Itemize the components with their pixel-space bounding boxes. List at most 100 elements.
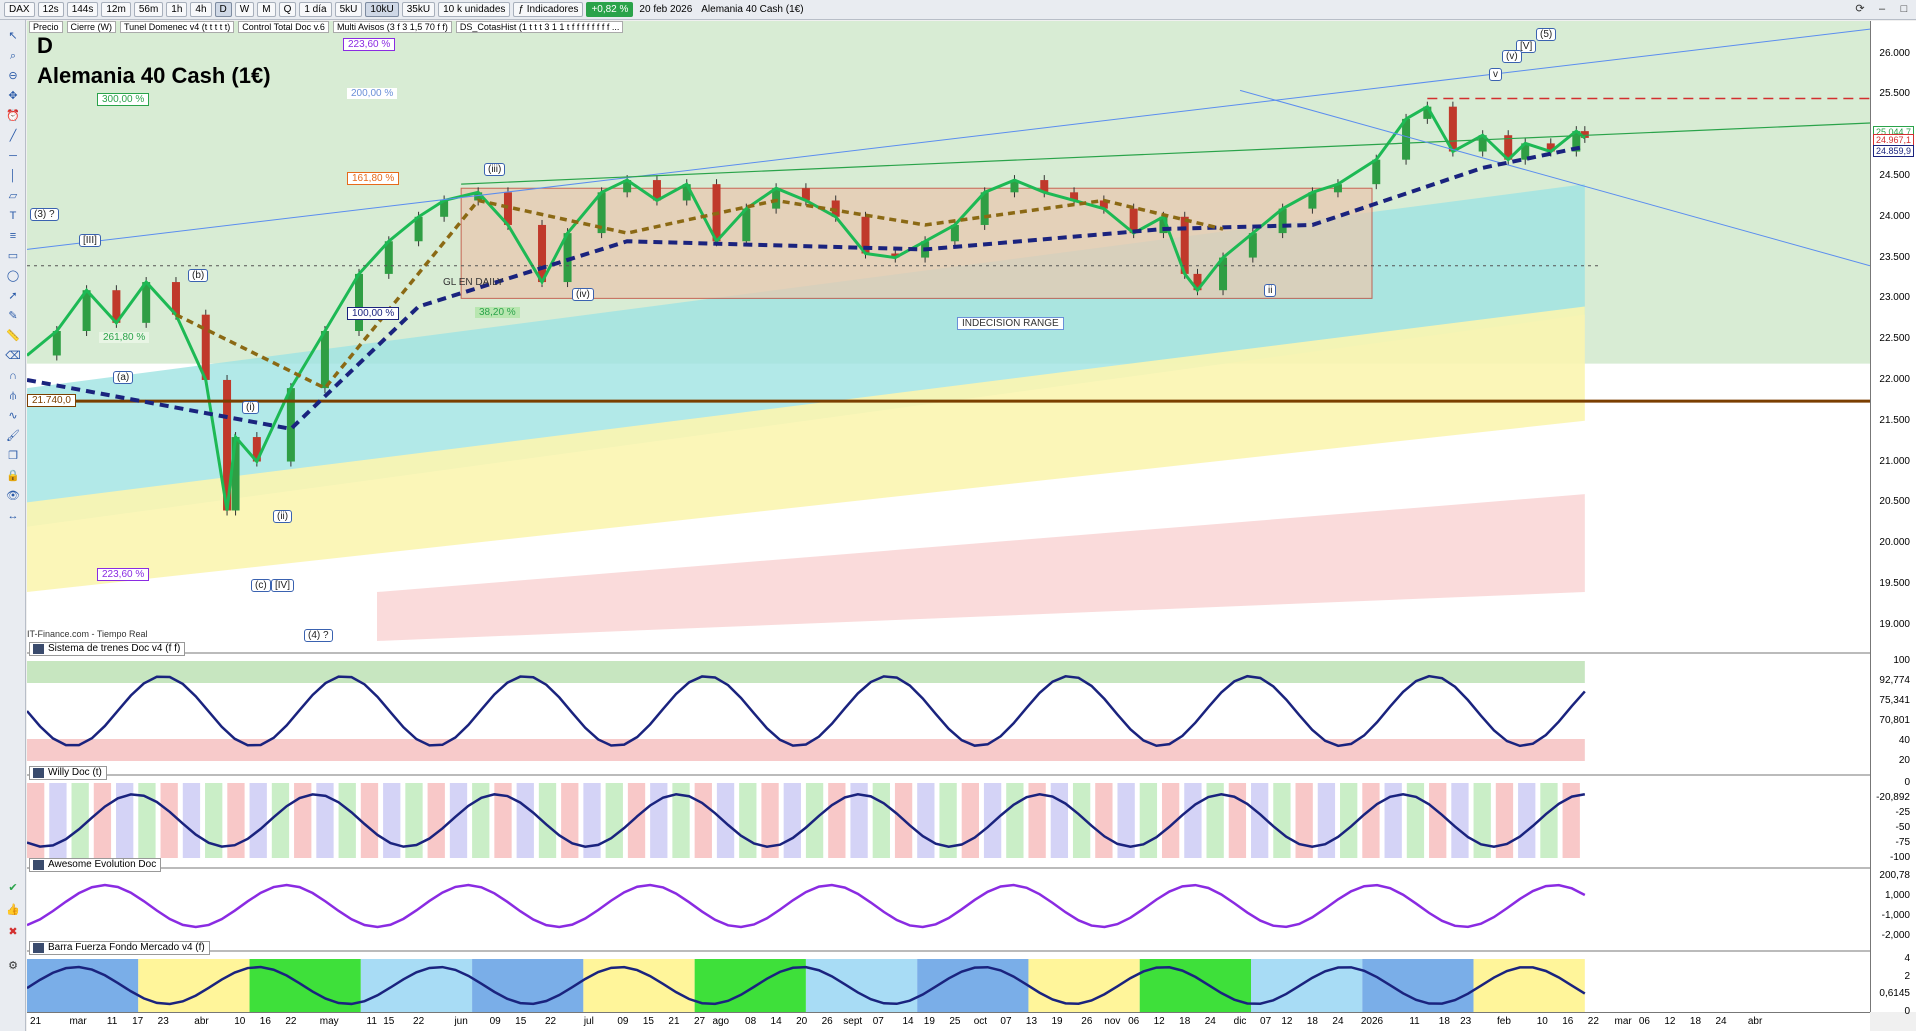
- candle: [474, 192, 483, 201]
- panel-title-trenes[interactable]: Sistema de trenes Doc v4 (f f): [29, 642, 186, 656]
- ruler-icon[interactable]: 📏: [6, 330, 20, 342]
- thumb-up-icon[interactable]: 👍: [6, 904, 20, 916]
- chart-area[interactable]: Precio Cierre (W) Tunel Domenec v4 (t t …: [27, 21, 1870, 1012]
- tf-56m[interactable]: 56m: [133, 2, 164, 17]
- wave-iv[interactable]: (iv): [572, 288, 594, 301]
- text-icon[interactable]: T: [9, 210, 17, 222]
- chart-title: Alemania 40 Cash (1€): [37, 63, 271, 88]
- cursor-icon[interactable]: ↖: [8, 30, 18, 42]
- date-tick: 15: [515, 1016, 527, 1027]
- tf-12s[interactable]: 12s: [37, 2, 64, 17]
- tick-5ku[interactable]: 5kU: [334, 2, 363, 17]
- legend-precio[interactable]: Precio: [29, 21, 63, 33]
- wave-c[interactable]: (c): [251, 579, 271, 592]
- vertical-line-icon[interactable]: │: [9, 170, 17, 182]
- price-axis[interactable]: 26.00025.50025.00024.50024.00023.50023.0…: [1870, 21, 1916, 1017]
- tick-10ku[interactable]: 10kU: [365, 2, 399, 17]
- panel-title-text: Sistema de trenes Doc v4 (f f): [48, 643, 181, 654]
- lock-icon[interactable]: 🔒: [6, 470, 20, 482]
- ellipse-icon[interactable]: ◯: [6, 270, 20, 282]
- checkmark-icon[interactable]: ✔: [8, 882, 18, 894]
- wave-V[interactable]: [V]: [1516, 40, 1537, 53]
- delete-icon[interactable]: ✖: [8, 926, 18, 938]
- wave-iii[interactable]: (iii): [484, 163, 506, 176]
- tf-1h[interactable]: 1h: [166, 2, 188, 17]
- legend-cierre[interactable]: Cierre (W): [66, 21, 117, 33]
- candle: [597, 192, 606, 234]
- date-tick: 06: [1128, 1016, 1140, 1027]
- wave-ii-small[interactable]: ii: [1264, 284, 1277, 297]
- date-tick: 18: [1438, 1016, 1450, 1027]
- wave-3q[interactable]: (3) ?: [30, 208, 59, 221]
- tf-12m[interactable]: 12m: [101, 2, 131, 17]
- fib-261[interactable]: 261,80 %: [99, 332, 150, 343]
- fibonacci-icon[interactable]: ≡: [9, 230, 17, 242]
- wave-v-paren[interactable]: (v): [1502, 50, 1522, 63]
- wave-5[interactable]: (5): [1536, 28, 1557, 41]
- indicators-button[interactable]: ƒ Indicadores: [513, 2, 584, 17]
- period-selector[interactable]: 1 día: [299, 2, 332, 17]
- zoom-icon[interactable]: ⌕: [9, 50, 17, 62]
- measure-icon[interactable]: ↔: [7, 510, 19, 522]
- legend-tunel[interactable]: Tunel Domenec v4 (t t t t t): [120, 21, 235, 33]
- brush-icon[interactable]: 🖌: [6, 430, 20, 442]
- wave-III[interactable]: [III]: [79, 234, 101, 247]
- tf-q[interactable]: Q: [278, 2, 297, 17]
- arrow-icon[interactable]: ➚: [8, 290, 18, 302]
- wave-b[interactable]: (b): [188, 269, 209, 282]
- legend-multi-avisos[interactable]: Multi Avisos (3 f 3 1,5 70 f f): [332, 21, 452, 33]
- refresh-icon[interactable]: ⟳: [1855, 3, 1865, 15]
- current-date: 20 feb 2026: [639, 4, 693, 15]
- legend-control-total[interactable]: Control Total Doc v.6: [238, 21, 329, 33]
- wave-IV[interactable]: [IV]: [271, 579, 295, 592]
- wave-a[interactable]: (a): [113, 371, 134, 384]
- gl-en-daily-label[interactable]: GL EN DAILY: [443, 277, 504, 288]
- wave-i[interactable]: (i): [242, 401, 259, 414]
- legend-ds-cotashist[interactable]: DS_CotasHist (1 t t t 3 1 1 t f f f f f …: [455, 21, 624, 33]
- panel-title-barra-fuerza[interactable]: Barra Fuerza Fondo Mercado v4 (f): [29, 941, 210, 955]
- tick-35ku[interactable]: 35kU: [401, 2, 436, 17]
- rectangle-icon[interactable]: ▭: [7, 250, 19, 262]
- panel-title-willy[interactable]: Willy Doc (t): [29, 766, 107, 780]
- alarm-icon[interactable]: ⏰: [6, 110, 20, 122]
- pan-icon[interactable]: ✥: [8, 90, 18, 102]
- trend-line-icon[interactable]: ╱: [9, 130, 17, 142]
- pencil-icon[interactable]: ✎: [8, 310, 18, 322]
- maximize-icon[interactable]: □: [1900, 3, 1908, 15]
- units-selector[interactable]: 10 k unidades: [438, 2, 511, 17]
- layers-icon[interactable]: ❐: [8, 450, 18, 462]
- wave-icon[interactable]: ∿: [8, 410, 18, 422]
- wave-4q[interactable]: (4) ?: [304, 629, 333, 642]
- tf-m[interactable]: M: [257, 2, 276, 17]
- indecision-range-label[interactable]: INDECISION RANGE: [957, 317, 1064, 330]
- tf-d[interactable]: D: [214, 2, 232, 17]
- wave-ii[interactable]: (ii): [273, 510, 293, 523]
- support-level-label[interactable]: 21.740,0: [27, 394, 76, 407]
- fib-161[interactable]: 161,80 %: [347, 172, 400, 185]
- willy-band: [49, 783, 67, 858]
- fib-223-top[interactable]: 223,60 %: [343, 38, 396, 51]
- fib-223-low[interactable]: 223,60 %: [97, 568, 150, 581]
- pitchfork-icon[interactable]: ⫛: [9, 390, 17, 402]
- fib-200[interactable]: 200,00 %: [347, 88, 398, 99]
- fib-38[interactable]: 38,20 %: [475, 307, 520, 318]
- minimize-icon[interactable]: –: [1878, 3, 1886, 15]
- horizontal-line-icon[interactable]: ─: [9, 150, 17, 162]
- panel-title-awesome[interactable]: Awesome Evolution Doc: [29, 858, 162, 872]
- eraser-icon[interactable]: ⌫: [5, 350, 21, 362]
- tf-144s[interactable]: 144s: [66, 2, 99, 17]
- date-tick: 24: [1715, 1016, 1727, 1027]
- fib-300[interactable]: 300,00 %: [97, 93, 150, 106]
- eye-icon[interactable]: 👁: [6, 490, 20, 502]
- settings-icon[interactable]: ⚙: [8, 960, 18, 972]
- date-tick: mar: [1614, 1016, 1632, 1027]
- date-axis[interactable]: 21 mar 11 17 23 abr 10 16 22 may 11 15 22 jun 09 15 22 ju…: [27, 1012, 1870, 1031]
- wave-v[interactable]: v: [1489, 68, 1502, 81]
- channel-icon[interactable]: ▱: [8, 190, 18, 202]
- fib-100[interactable]: 100,00 %: [347, 307, 400, 320]
- zoom-out-icon[interactable]: ⊖: [8, 70, 18, 82]
- tf-4h[interactable]: 4h: [190, 2, 212, 17]
- symbol-selector[interactable]: DAX: [4, 2, 35, 17]
- magnet-icon[interactable]: ∩: [9, 370, 17, 382]
- tf-w[interactable]: W: [234, 2, 255, 17]
